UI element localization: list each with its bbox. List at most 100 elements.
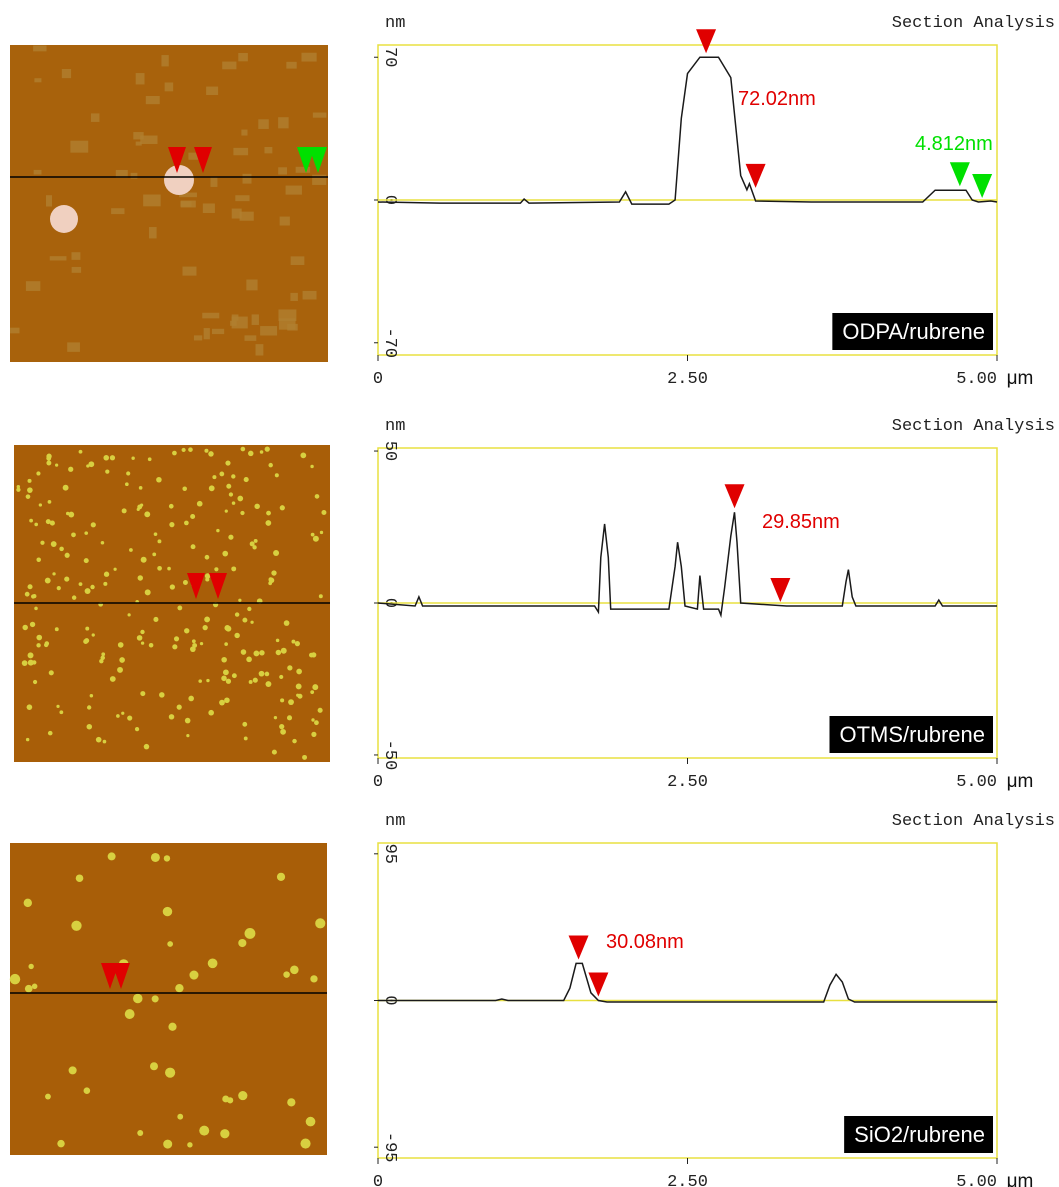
afm-dot [250, 541, 255, 546]
afm-dot [168, 1023, 176, 1031]
afm-dot [45, 578, 51, 584]
afm-dot [219, 700, 225, 706]
afm-dot [170, 584, 175, 589]
afm-flake [181, 201, 196, 208]
afm-flake [211, 177, 218, 187]
afm-dot [156, 477, 162, 483]
afm-dot [265, 520, 271, 526]
cursor-marker [770, 578, 790, 602]
afm-dot [204, 617, 210, 623]
afm-dot [222, 551, 228, 557]
afm-dot [277, 873, 285, 881]
afm-dot [28, 584, 33, 589]
afm-dot [40, 541, 44, 545]
afm-dot [205, 555, 210, 560]
afm-dot [36, 643, 40, 647]
afm-dot [265, 681, 271, 687]
afm-dot [260, 450, 264, 454]
afm-dot [197, 501, 203, 507]
x-tick-label: 2.50 [667, 370, 708, 389]
afm-dot [310, 465, 313, 468]
profile-line [378, 963, 997, 1002]
afm-dot [238, 939, 246, 947]
afm-flake [111, 208, 124, 214]
y-axis-label: nm [385, 417, 405, 436]
afm-dot [224, 697, 230, 703]
afm-dot [232, 501, 236, 505]
afm-dot [101, 652, 105, 656]
afm-dot [315, 918, 325, 928]
afm-dot [128, 613, 131, 616]
x-unit: μm [1007, 771, 1034, 792]
afm-dot [276, 650, 281, 655]
afm-dot [141, 641, 144, 644]
afm-dot [113, 568, 116, 571]
afm-image [10, 843, 327, 1155]
afm-flake [70, 141, 88, 153]
afm-dot [244, 736, 248, 740]
afm-dot [250, 621, 253, 624]
afm-dot [157, 566, 162, 571]
afm-dot [145, 589, 151, 595]
afm-flake [278, 309, 296, 321]
afm-dot [48, 731, 53, 736]
afm-dot [311, 718, 314, 721]
afm-dot [137, 1130, 143, 1136]
afm-dot [276, 639, 280, 643]
afm-dot [28, 964, 33, 969]
afm-dot [206, 679, 209, 682]
afm-dot [149, 643, 154, 648]
afm-flake [202, 313, 219, 319]
afm-dot [287, 1098, 295, 1106]
afm-dot [85, 627, 89, 631]
afm-dot [159, 692, 165, 698]
afm-dot [268, 577, 272, 581]
afm-dot [311, 732, 316, 737]
afm-dot [241, 649, 247, 655]
afm-flake [256, 344, 264, 355]
afm-flake [71, 252, 80, 260]
afm-dot [221, 657, 227, 663]
y-tick-label: 95 [380, 844, 399, 864]
afm-dot [300, 1139, 310, 1149]
afm-dot [291, 640, 295, 644]
afm-dot [68, 467, 73, 472]
afm-dot [150, 1062, 158, 1070]
afm-dot [152, 995, 159, 1002]
afm-dot [184, 521, 189, 526]
afm-dot [25, 985, 33, 993]
figure: nmSection Analysis700-7002.505.00μm72.02… [0, 0, 1059, 1187]
afm-dot [188, 696, 194, 702]
afm-dot [66, 512, 70, 516]
afm-dot [240, 511, 244, 515]
profile-line [378, 512, 997, 615]
afm-flake [91, 113, 100, 122]
x-tick-label: 2.50 [667, 1173, 708, 1187]
afm-dot [118, 642, 124, 648]
afm-dot [167, 567, 171, 571]
afm-dot [249, 680, 253, 684]
afm-dot [296, 669, 302, 675]
afm-dot [91, 522, 96, 527]
afm-dot [191, 544, 196, 549]
afm-dot [183, 580, 188, 585]
afm-dot [119, 657, 125, 663]
annotation: 72.02nm [738, 88, 816, 110]
afm-dot [167, 941, 173, 947]
afm-dot [287, 715, 292, 720]
y-tick-label: 50 [380, 441, 399, 461]
afm-dot [296, 694, 299, 697]
afm-dot [187, 1142, 192, 1147]
afm-dot [253, 650, 259, 656]
afm-flake [243, 174, 252, 184]
afm-dot [223, 669, 229, 675]
afm-dot [226, 484, 231, 489]
afm-flake [131, 173, 138, 179]
afm-dot [17, 485, 20, 488]
afm-dot [247, 607, 251, 611]
afm-dot [254, 539, 258, 543]
afm-dot [69, 1066, 77, 1074]
annotation: 4.812nm [915, 133, 993, 155]
afm-flake [235, 195, 249, 201]
afm-dot [140, 691, 145, 696]
